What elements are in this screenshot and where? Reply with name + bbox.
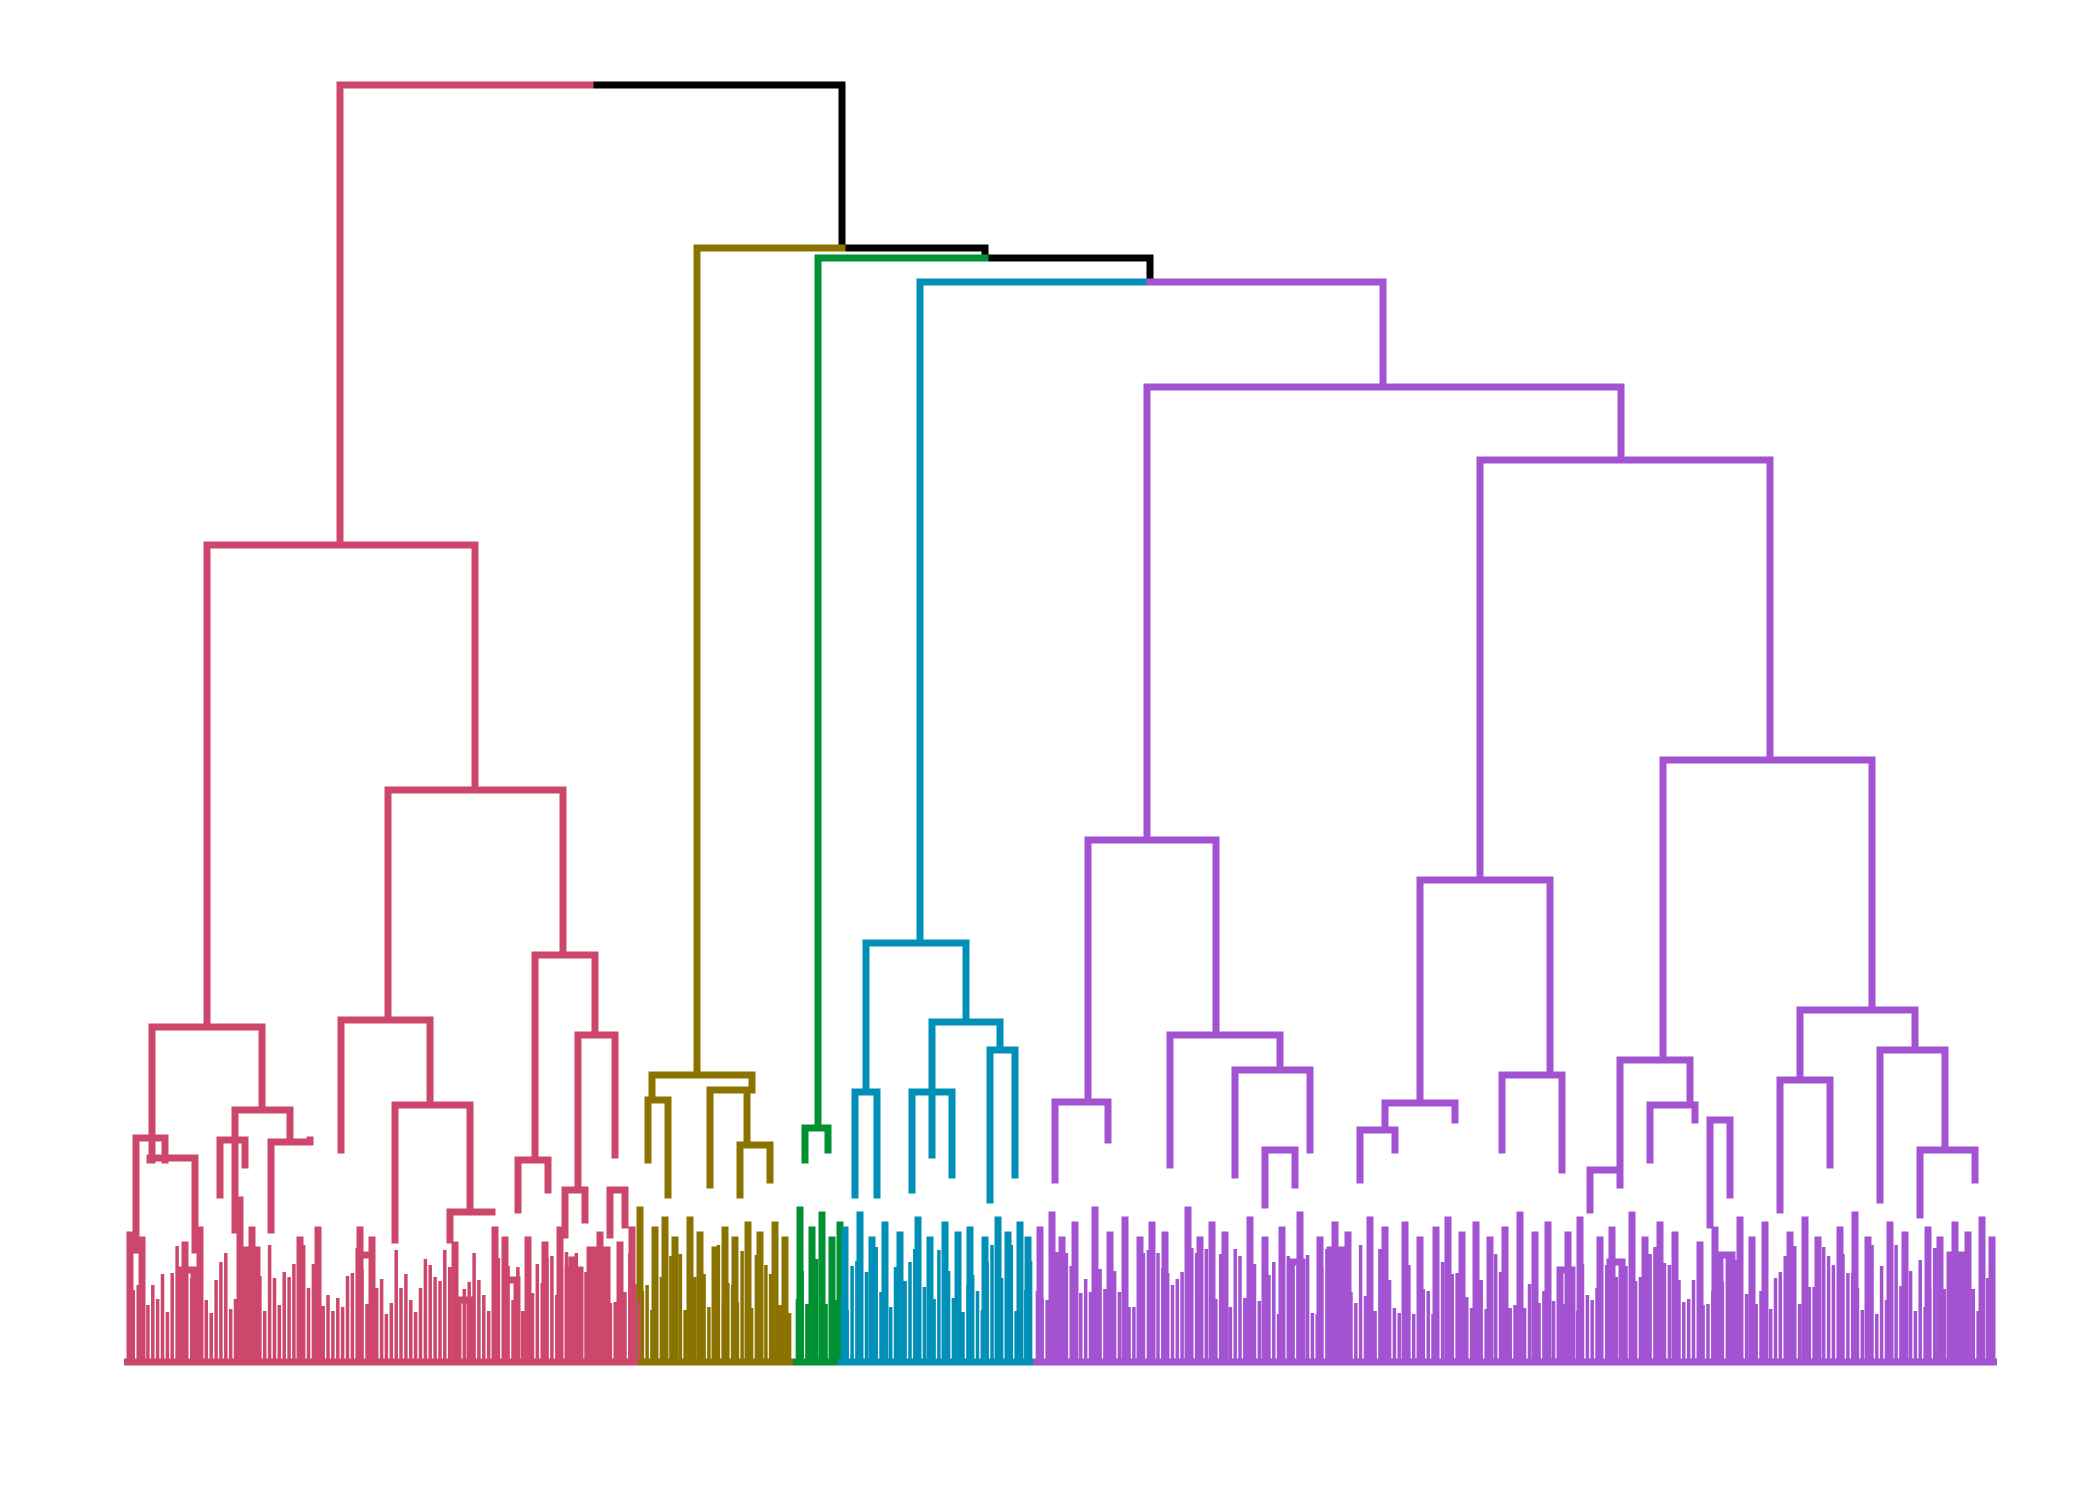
- dendro-link-101: [1646, 1101, 1699, 1164]
- dendro-link-15: [606, 1186, 629, 1239]
- dendro-link-89: [1084, 836, 1220, 1106]
- dendro-link-2: [384, 786, 567, 1024]
- dendro-link-103: [1876, 1046, 1949, 1204]
- dendro-link-5: [574, 1031, 619, 1194]
- dendro-link-4: [531, 951, 599, 1159]
- dendro-link-90: [1416, 876, 1554, 1107]
- dendro-link-45: [644, 1096, 672, 1199]
- dendro-link-61: [801, 1124, 832, 1164]
- dendro-link-1: [148, 1023, 266, 1164]
- dendro-link-98: [1231, 1066, 1314, 1179]
- dendro-link-11: [267, 1136, 314, 1234]
- dendro-link-14: [561, 1186, 589, 1239]
- dendro-link-92: [1051, 1098, 1112, 1184]
- dendro-link-44: [648, 1071, 756, 1104]
- dendro-link-104: [1261, 1146, 1299, 1209]
- dendro-link-94: [1381, 1099, 1459, 1134]
- dendro-link-67: [862, 939, 970, 1096]
- cluster-1-head: [336, 81, 594, 549]
- dendro-link-105: [1706, 1116, 1734, 1229]
- dendro-link-88: [1476, 456, 1774, 884]
- dendro-link-13: [514, 1156, 552, 1214]
- dendrogram-links: [126, 81, 1996, 1366]
- dendro-link-99: [1356, 1126, 1399, 1184]
- cluster-5-head: [1146, 278, 1387, 391]
- dendrogram-leaf-fringe: [124, 1245, 1997, 1366]
- dendro-link-91: [1659, 756, 1876, 1064]
- cluster-4-head: [916, 278, 1154, 947]
- dendro-link-68: [851, 1088, 881, 1199]
- dendro-link-93: [1166, 1031, 1284, 1169]
- dendro-link-106: [1916, 1146, 1979, 1219]
- dendro-link-95: [1498, 1071, 1566, 1174]
- dendro-link-87: [1143, 383, 1625, 844]
- dendro-link-96: [1616, 1056, 1694, 1169]
- dendro-link-0: [203, 541, 479, 1031]
- cluster-2-head: [693, 244, 846, 1079]
- root-link: [586, 81, 1154, 286]
- dendro-link-47: [736, 1141, 774, 1199]
- dendro-link-7: [231, 1106, 294, 1234]
- dendro-link-12: [446, 1208, 496, 1244]
- dendro-link-9: [146, 1154, 199, 1254]
- cluster-3-head: [814, 254, 989, 1132]
- dendro-link-6: [132, 1134, 169, 1254]
- dendro-link-70: [928, 1018, 1004, 1159]
- dendro-link-10: [216, 1136, 249, 1199]
- dendro-link-100: [1586, 1166, 1624, 1214]
- dendro-link-8: [391, 1101, 474, 1244]
- dendro-link-46: [706, 1086, 751, 1189]
- dendro-link-97: [1796, 1006, 1919, 1084]
- dendro-link-71: [986, 1046, 1019, 1204]
- dendro-link-102: [1776, 1076, 1834, 1214]
- dendro-link-3: [337, 1016, 434, 1154]
